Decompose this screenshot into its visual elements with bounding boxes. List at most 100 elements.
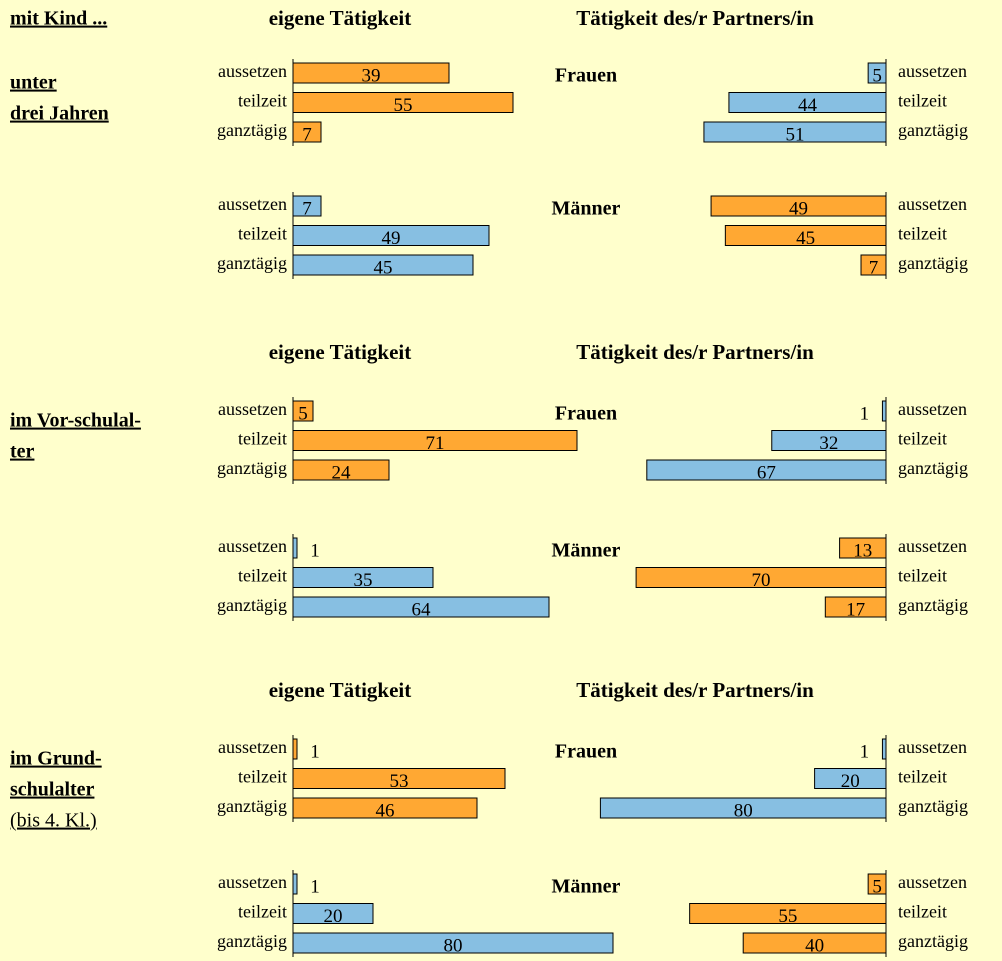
value-label: 45 [796,228,815,249]
bar [292,254,474,276]
category-label: ganztägig [217,253,287,273]
category-label: aussetzen [898,194,967,214]
category-label: aussetzen [218,737,287,757]
value-label: 1 [860,403,870,424]
category-label: teilzeit [898,902,947,922]
bar [689,903,887,924]
group-label: Frauen [555,65,617,87]
category-label: aussetzen [218,194,287,214]
value-label: 5 [872,65,882,86]
value-label: 67 [757,462,776,483]
value-label: 1 [310,876,320,897]
value-label: 40 [805,935,824,956]
category-label: ganztägig [217,931,287,951]
category-label: teilzeit [898,91,947,111]
bar [292,873,298,895]
bar [839,537,887,559]
bar [860,254,887,276]
category-label: teilzeit [238,902,287,922]
bar [635,567,887,588]
category-label: ganztägig [898,458,968,478]
value-label: 64 [412,599,432,620]
bar [703,121,887,143]
column-header: eigene Tätigkeit [269,678,412,702]
value-label: 1 [310,540,320,561]
group-label: Männer [552,198,621,220]
category-label: aussetzen [898,61,967,81]
value-label: 71 [426,433,445,454]
group-label: Männer [552,540,621,562]
section-label: im Vor-schulal- [10,410,141,432]
category-label: teilzeit [238,429,287,449]
bar [292,62,450,84]
bar [292,225,490,246]
category-label: aussetzen [898,399,967,419]
bar [814,768,887,789]
bar [292,738,298,760]
category-label: ganztägig [898,796,968,816]
category-label: ganztägig [898,931,968,951]
bar [881,738,887,760]
bar [292,797,478,819]
category-label: teilzeit [898,224,947,244]
value-label: 49 [789,198,808,219]
category-label: ganztägig [898,595,968,615]
bar [292,400,314,422]
bar [710,195,887,217]
category-label: aussetzen [218,61,287,81]
value-label: 53 [390,771,409,792]
value-label: 1 [310,741,320,762]
value-label: 17 [846,599,865,620]
bar [292,596,550,618]
category-label: teilzeit [238,91,287,111]
category-label: ganztägig [217,796,287,816]
bar [728,92,887,113]
group-label: Männer [552,876,621,898]
value-label: 49 [382,228,401,249]
category-label: aussetzen [898,872,967,892]
column-header: Tätigkeit des/r Partners/in [576,678,814,702]
category-label: teilzeit [898,429,947,449]
value-label: 44 [798,95,818,116]
bar [771,430,887,451]
value-label: 39 [362,65,381,86]
value-label: 5 [298,403,308,424]
value-label: 35 [354,570,373,591]
value-label: 13 [853,540,872,561]
value-label: 55 [394,95,413,116]
bar [292,903,374,924]
section-label: schulalter [10,779,95,801]
value-label: 51 [785,124,804,145]
category-label: ganztägig [217,595,287,615]
value-label: 80 [444,935,463,956]
category-label: teilzeit [238,566,287,586]
category-label: ganztägig [898,120,968,140]
bar [292,92,514,113]
value-label: 7 [869,257,879,278]
category-label: aussetzen [898,536,967,556]
bar [292,567,434,588]
bar [292,459,390,481]
bar [867,873,887,895]
category-label: aussetzen [218,536,287,556]
value-label: 32 [819,433,838,454]
value-label: 45 [374,257,393,278]
column-header: eigene Tätigkeit [269,6,412,30]
category-label: ganztägig [898,253,968,273]
value-label: 46 [376,800,395,821]
bar [292,430,578,451]
section-label: drei Jahren [10,103,109,125]
value-label: 20 [324,906,343,927]
value-label: 70 [752,570,771,591]
bar [292,537,298,559]
bar [599,797,887,819]
section-label: im Grund- [10,748,102,770]
bar [292,768,506,789]
value-label: 80 [734,800,753,821]
value-label: 5 [872,876,882,897]
column-header: Tätigkeit des/r Partners/in [576,6,814,30]
bar [646,459,887,481]
value-label: 55 [778,906,797,927]
column-header: eigene Tätigkeit [269,340,412,364]
page-title: mit Kind ... [10,8,107,30]
